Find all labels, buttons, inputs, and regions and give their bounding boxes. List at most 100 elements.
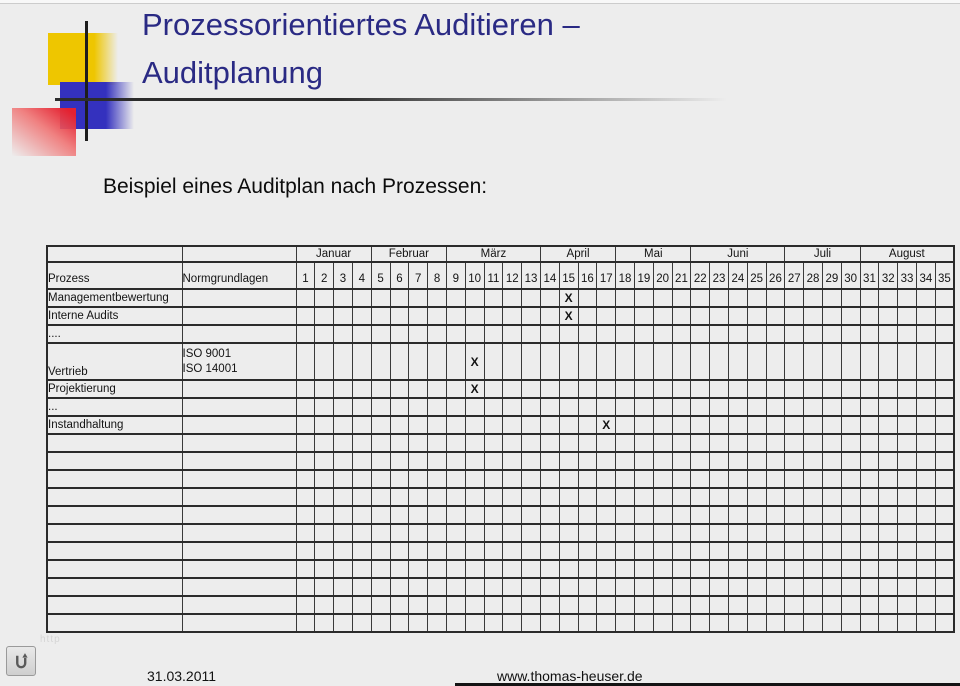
week-cell bbox=[803, 560, 823, 579]
week-cell bbox=[446, 452, 466, 471]
week-cell bbox=[615, 325, 635, 344]
week-cell bbox=[371, 470, 391, 489]
week-cell bbox=[822, 614, 842, 633]
week-cell bbox=[615, 596, 635, 615]
week-cell bbox=[427, 434, 447, 453]
page-title-line2: Auditplanung bbox=[142, 55, 323, 90]
week-cell bbox=[615, 614, 635, 633]
week-cell bbox=[822, 398, 842, 417]
week-cell bbox=[653, 325, 673, 344]
week-cell bbox=[766, 614, 786, 633]
week-cell bbox=[596, 614, 617, 633]
logo-cross-vertical-line bbox=[85, 21, 88, 141]
week-cell bbox=[352, 470, 372, 489]
week-cell bbox=[408, 578, 429, 597]
prozess-column-header: Prozess bbox=[47, 262, 183, 290]
norm-cell bbox=[182, 307, 297, 326]
week-cell bbox=[803, 416, 823, 435]
week-cell bbox=[314, 307, 335, 326]
week-cell bbox=[559, 380, 579, 399]
week-cell bbox=[803, 325, 823, 344]
week-cell bbox=[841, 614, 861, 633]
week-cell bbox=[465, 506, 485, 525]
week-cell bbox=[860, 380, 880, 399]
week-cell bbox=[803, 289, 823, 308]
week-cell bbox=[371, 578, 391, 597]
week-cell bbox=[728, 343, 748, 381]
week-cell bbox=[371, 289, 391, 308]
week-cell bbox=[521, 289, 541, 308]
week-cell bbox=[897, 470, 917, 489]
week-cell bbox=[747, 398, 767, 417]
week-cell bbox=[427, 506, 447, 525]
week-cell bbox=[484, 578, 504, 597]
week-cell bbox=[408, 398, 429, 417]
week-cell bbox=[634, 289, 654, 308]
week-cell bbox=[446, 542, 466, 561]
week-cell bbox=[502, 488, 523, 507]
footer-date: 31.03.2011 bbox=[147, 668, 217, 684]
week-cell bbox=[427, 578, 447, 597]
week-cell bbox=[878, 506, 899, 525]
week-cell bbox=[916, 560, 936, 579]
week-cell bbox=[916, 614, 936, 633]
week-cell bbox=[615, 578, 635, 597]
week-cell bbox=[634, 524, 654, 543]
week-cell bbox=[841, 325, 861, 344]
process-name-cell: Projektierung bbox=[47, 380, 183, 399]
week-cell bbox=[803, 398, 823, 417]
title-divider-line bbox=[55, 98, 755, 101]
week-cell bbox=[766, 470, 786, 489]
process-name-cell bbox=[47, 506, 183, 525]
back-button[interactable] bbox=[6, 646, 36, 676]
week-cell bbox=[935, 343, 955, 381]
week-cell bbox=[897, 614, 917, 633]
week-cell bbox=[766, 343, 786, 381]
footer-url: www.thomas-heuser.de bbox=[497, 668, 643, 684]
week-cell bbox=[878, 434, 899, 453]
week-cell bbox=[615, 524, 635, 543]
month-header: August bbox=[860, 246, 955, 263]
week-cell bbox=[615, 560, 635, 579]
month-header: Mai bbox=[615, 246, 692, 263]
process-name-cell bbox=[47, 614, 183, 633]
week-cell bbox=[916, 343, 936, 381]
week-cell bbox=[897, 343, 917, 381]
week-cell bbox=[935, 506, 955, 525]
week-cell bbox=[578, 343, 598, 381]
week-cell bbox=[747, 542, 767, 561]
week-cell bbox=[559, 596, 579, 615]
week-cell bbox=[841, 506, 861, 525]
week-cell bbox=[690, 560, 711, 579]
week-cell bbox=[408, 488, 429, 507]
process-row: Instandhaltung X bbox=[47, 416, 955, 435]
week-cell bbox=[728, 380, 748, 399]
week-cell bbox=[690, 596, 711, 615]
week-cell bbox=[408, 506, 429, 525]
week-cell bbox=[878, 542, 899, 561]
week-cell bbox=[634, 325, 654, 344]
week-cell bbox=[766, 560, 786, 579]
week-header-row: Prozess Normgrundlagen 1 2 3 4 5 6 7 8 9 10 11 12 13 14… bbox=[47, 262, 955, 290]
week-cell bbox=[521, 560, 541, 579]
week-cell bbox=[878, 596, 899, 615]
week-cell bbox=[878, 398, 899, 417]
week-cell bbox=[878, 614, 899, 633]
week-cell bbox=[916, 596, 936, 615]
week-cell bbox=[897, 325, 917, 344]
week-cell bbox=[484, 470, 504, 489]
norm-cell bbox=[182, 596, 297, 615]
week-cell bbox=[747, 380, 767, 399]
empty-row bbox=[47, 560, 955, 579]
week-number: 16 bbox=[578, 262, 598, 290]
week-cell bbox=[653, 398, 673, 417]
week-cell bbox=[559, 560, 579, 579]
week-cell bbox=[352, 506, 372, 525]
week-cell bbox=[728, 416, 748, 435]
week-cell bbox=[427, 307, 447, 326]
week-cell bbox=[841, 416, 861, 435]
week-cell bbox=[596, 452, 617, 471]
week-cell bbox=[766, 524, 786, 543]
week-cell bbox=[935, 488, 955, 507]
week-cell bbox=[502, 289, 523, 308]
